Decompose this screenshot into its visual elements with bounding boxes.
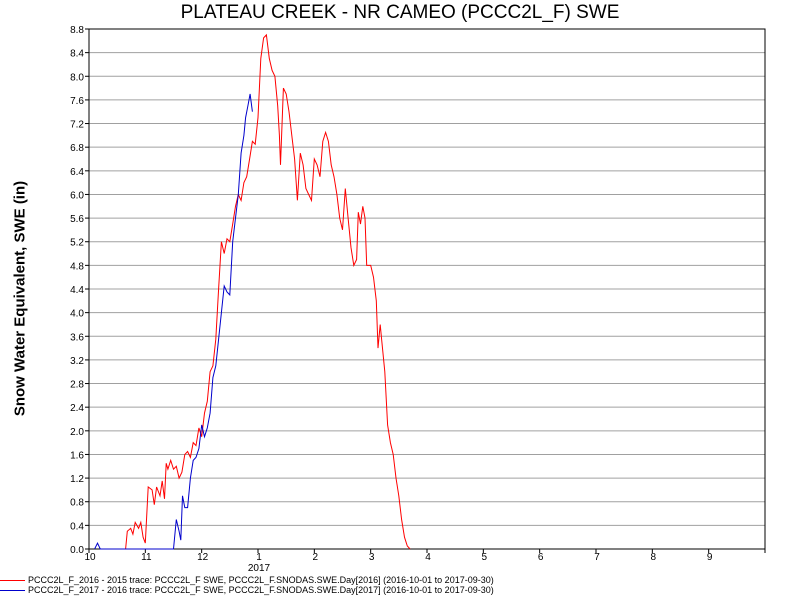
y-tick-label: 0.0	[70, 545, 84, 556]
legend-label-2016: PCCC2L_F_2016 - 2015 trace: PCCC2L_F SWE…	[28, 575, 494, 585]
y-tick-label: 6.4	[70, 167, 84, 178]
y-tick-label: 3.6	[70, 332, 84, 343]
legend-swatch-2017	[0, 590, 25, 592]
y-tick-label: 5.6	[70, 214, 84, 225]
legend-item-2017: PCCC2L_F_2017 - 2016 trace: PCCC2L_F SWE…	[0, 585, 800, 595]
x-tick-label: 3	[369, 552, 375, 563]
y-tick-label: 2.0	[70, 427, 84, 438]
y-tick-label: 2.4	[70, 403, 84, 414]
chart-plot: 0.0 0.4 0.8 1.2 1.6 2.0 2.4 2.8 3.2 3.6 4.0 4.4 4.8 5…	[70, 25, 766, 574]
y-tick-label: 4.0	[70, 309, 84, 320]
y-tick-label: 8.0	[70, 72, 84, 83]
y-tick-label: 4.4	[70, 285, 84, 296]
y-tick-label: 1.6	[70, 450, 84, 461]
x-tick-label: 5	[482, 552, 488, 563]
x-tick-label: 10	[84, 552, 96, 563]
y-tick-label: 3.2	[70, 356, 84, 367]
y-tick-label: 8.4	[70, 49, 84, 60]
x-tick-label: 2	[313, 552, 319, 563]
series-line-1	[94, 93, 253, 550]
y-tick-label: 1.2	[70, 474, 84, 485]
y-tick-label: 7.2	[70, 120, 84, 131]
x-tick-label: 8	[651, 552, 657, 563]
plot-frame	[88, 28, 766, 550]
legend-label-2017: PCCC2L_F_2017 - 2016 trace: PCCC2L_F SWE…	[28, 585, 494, 595]
x-year-label: 2017	[248, 563, 271, 574]
x-tick-label: 9	[707, 552, 713, 563]
x-tick-label: 11	[141, 552, 152, 563]
y-tick-label: 5.2	[70, 238, 84, 249]
y-tick-label: 6.8	[70, 143, 84, 154]
legend-item-2016: PCCC2L_F_2016 - 2015 trace: PCCC2L_F SWE…	[0, 575, 800, 585]
series-line-0	[125, 33, 411, 550]
x-tick-label: 4	[425, 552, 431, 563]
y-tick-label: 6.0	[70, 190, 84, 201]
legend-swatch-2016	[0, 580, 25, 582]
chart-title: PLATEAU CREEK - NR CAMEO (PCCC2L_F) SWE	[180, 2, 620, 23]
y-tick-label: 8.8	[70, 25, 84, 36]
y-tick-label: 4.8	[70, 261, 84, 272]
y-tick-label: 0.4	[70, 521, 84, 532]
x-tick-label: 12	[197, 552, 209, 563]
y-tick-label: 0.8	[70, 498, 84, 509]
x-tick-label: 7	[594, 552, 600, 563]
y-tick-label: 7.6	[70, 96, 84, 107]
x-tick-label: 1	[256, 552, 262, 563]
legend: PCCC2L_F_2016 - 2015 trace: PCCC2L_F SWE…	[0, 575, 800, 595]
y-tick-label: 2.8	[70, 380, 84, 391]
x-tick-label: 6	[538, 552, 544, 563]
